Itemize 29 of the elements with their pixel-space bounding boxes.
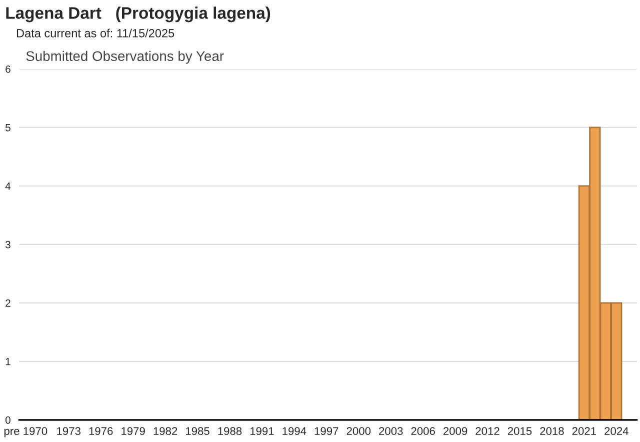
x-tick-label: 2015 — [508, 427, 532, 436]
chart-title: Lagena Dart (Protogygia lagena) — [6, 6, 270, 22]
y-tick-label: 2 — [6, 299, 10, 307]
y-tick-label: 0 — [5, 416, 10, 424]
x-tick-label: 2012 — [476, 427, 500, 436]
x-tick-label: 2006 — [411, 427, 435, 436]
y-tick-label: 5 — [5, 124, 10, 132]
y-tick-label: 6 — [6, 65, 10, 73]
y-tick-label: 1 — [6, 358, 10, 366]
x-tick-label: 2009 — [443, 427, 468, 436]
x-tick-label: 1985 — [186, 427, 210, 436]
x-tick-label: 2021 — [572, 427, 596, 436]
x-tick-label: 1973 — [57, 427, 80, 436]
x-tick-label: 1997 — [314, 427, 338, 436]
x-tick-label: 2003 — [379, 427, 403, 436]
x-tick-label: 1994 — [282, 427, 306, 436]
x-tick-label: 1979 — [122, 427, 145, 436]
x-tick-label: pre 1970 — [4, 427, 48, 438]
x-tick-label: 1976 — [89, 427, 113, 436]
x-tick-label: 2000 — [346, 427, 371, 436]
y-tick-label: 3 — [5, 240, 10, 248]
x-tick-label: 1982 — [154, 427, 178, 436]
x-tick-label: 2018 — [540, 427, 564, 436]
x-tick-label: 1988 — [218, 427, 242, 436]
x-tick-label: 1991 — [250, 427, 274, 436]
text: Submitted Observations by Year — [26, 50, 224, 64]
x-tick-label: 2024 — [604, 427, 628, 436]
chart-subtitle: Data current as of: 11/15/2025 — [16, 28, 174, 38]
y-tick-label: 4 — [5, 182, 11, 190]
